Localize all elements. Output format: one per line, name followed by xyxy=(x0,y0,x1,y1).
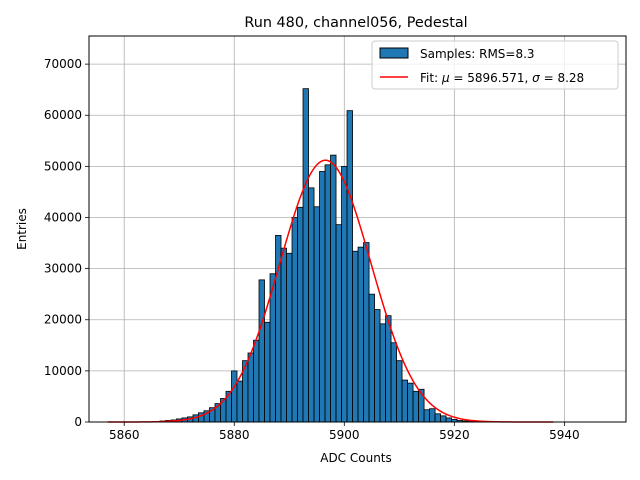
histogram-bar xyxy=(445,417,452,423)
histogram-bar xyxy=(308,187,315,423)
histogram-bar xyxy=(407,382,414,423)
legend-fit-label: Fit: μ = 5896.571, σ = 8.28 xyxy=(420,71,584,85)
histogram-bar xyxy=(440,415,447,423)
histogram-bar xyxy=(324,164,331,423)
y-tick-label: 10000 xyxy=(44,364,82,378)
y-axis-label: Entries xyxy=(15,208,29,250)
histogram-bar xyxy=(346,110,353,423)
histogram-bar xyxy=(401,379,408,423)
histogram-bar xyxy=(429,408,436,423)
histogram-bar xyxy=(341,165,348,423)
histogram-bar xyxy=(390,342,397,423)
x-tick-label: 5860 xyxy=(109,428,140,442)
x-axis-ticks: 5860 5880 5900 5920 5940 xyxy=(109,422,580,442)
legend-sigma-symbol: σ xyxy=(532,71,540,85)
histogram-bar xyxy=(236,380,243,423)
y-tick-label: 20000 xyxy=(44,313,82,327)
histogram-bar xyxy=(363,242,370,423)
legend-samples-swatch xyxy=(379,47,409,59)
legend-fit-prefix: Fit: xyxy=(420,71,442,85)
plot-frame xyxy=(88,35,627,423)
histogram-bar xyxy=(434,413,441,423)
x-tick-label: 5940 xyxy=(549,428,580,442)
chart-title: Run 480, channel056, Pedestal xyxy=(244,15,467,31)
legend-mu-symbol: μ xyxy=(441,71,450,85)
histogram-bar xyxy=(379,323,386,423)
histogram-bar xyxy=(385,315,392,423)
histogram-bar xyxy=(286,252,293,423)
y-tick-label: 40000 xyxy=(44,210,82,224)
histogram-bar xyxy=(357,246,364,423)
histogram-bar xyxy=(313,206,320,423)
legend-samples-label: Samples: RMS=8.3 xyxy=(420,47,535,61)
histogram-bar xyxy=(374,309,381,423)
x-tick-label: 5880 xyxy=(219,428,250,442)
legend-box xyxy=(371,40,619,90)
histogram-bar xyxy=(412,390,419,423)
histogram-bar xyxy=(302,88,309,423)
histogram-bar xyxy=(258,279,265,423)
histogram-bar xyxy=(396,360,403,423)
y-tick-label: 30000 xyxy=(44,262,82,276)
y-tick-label: 60000 xyxy=(44,108,82,122)
histogram-bar xyxy=(423,409,430,423)
histogram-bar xyxy=(297,206,304,423)
histogram-bar xyxy=(231,370,238,423)
gaussian-fit-curve xyxy=(107,159,554,423)
x-tick-label: 5920 xyxy=(439,428,470,442)
histogram-bar xyxy=(319,171,326,423)
histogram-bar xyxy=(291,217,298,423)
y-tick-label: 0 xyxy=(74,415,82,429)
legend-mu-value: = 5896.571, xyxy=(450,71,533,85)
histogram-bar xyxy=(264,321,271,423)
legend-sigma-value: = 8.28 xyxy=(540,71,584,85)
histogram-bar xyxy=(330,154,337,423)
y-axis-ticks: 0 10000 20000 30000 40000 50000 60000 70000 xyxy=(44,57,89,429)
histogram-bar xyxy=(352,250,359,423)
y-tick-label: 50000 xyxy=(44,159,82,173)
histogram-bar xyxy=(368,293,375,423)
legend: Samples: RMS=8.3 Fit: μ = 5896.571, σ = … xyxy=(371,40,619,90)
x-axis-label: ADC Counts xyxy=(320,451,392,465)
y-tick-label: 70000 xyxy=(44,57,82,71)
histogram-bars xyxy=(154,88,491,423)
histogram-bar xyxy=(335,224,342,423)
histogram-bar xyxy=(247,352,254,423)
histogram-bar xyxy=(253,339,260,423)
x-tick-label: 5900 xyxy=(329,428,360,442)
histogram-bar xyxy=(280,247,287,423)
